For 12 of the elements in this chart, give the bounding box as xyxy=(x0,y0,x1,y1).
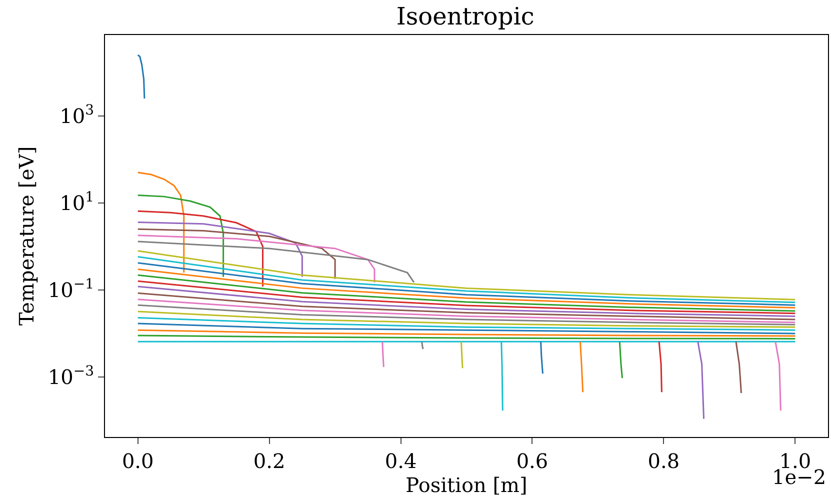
y-axis-title: Temperature [eV] xyxy=(14,146,38,326)
y-tick-label: 10$^{3}$ xyxy=(60,102,94,128)
y-tick-label: 10$^{1}$ xyxy=(60,190,94,215)
x-tick-label: 0.8 xyxy=(648,449,680,473)
x-tick-label: 0.0 xyxy=(122,449,154,473)
chart-title: Isoentropic xyxy=(396,2,534,30)
x-tick-label: 0.2 xyxy=(253,449,286,473)
y-tick-label: 10$^{−3}$ xyxy=(48,364,94,390)
x-tick-label: 0.4 xyxy=(384,449,417,473)
x-axis-title: Position [m] xyxy=(406,473,528,497)
x-tick-label: 0.6 xyxy=(516,449,548,473)
y-tick-label: 10$^{−1}$ xyxy=(48,276,94,302)
